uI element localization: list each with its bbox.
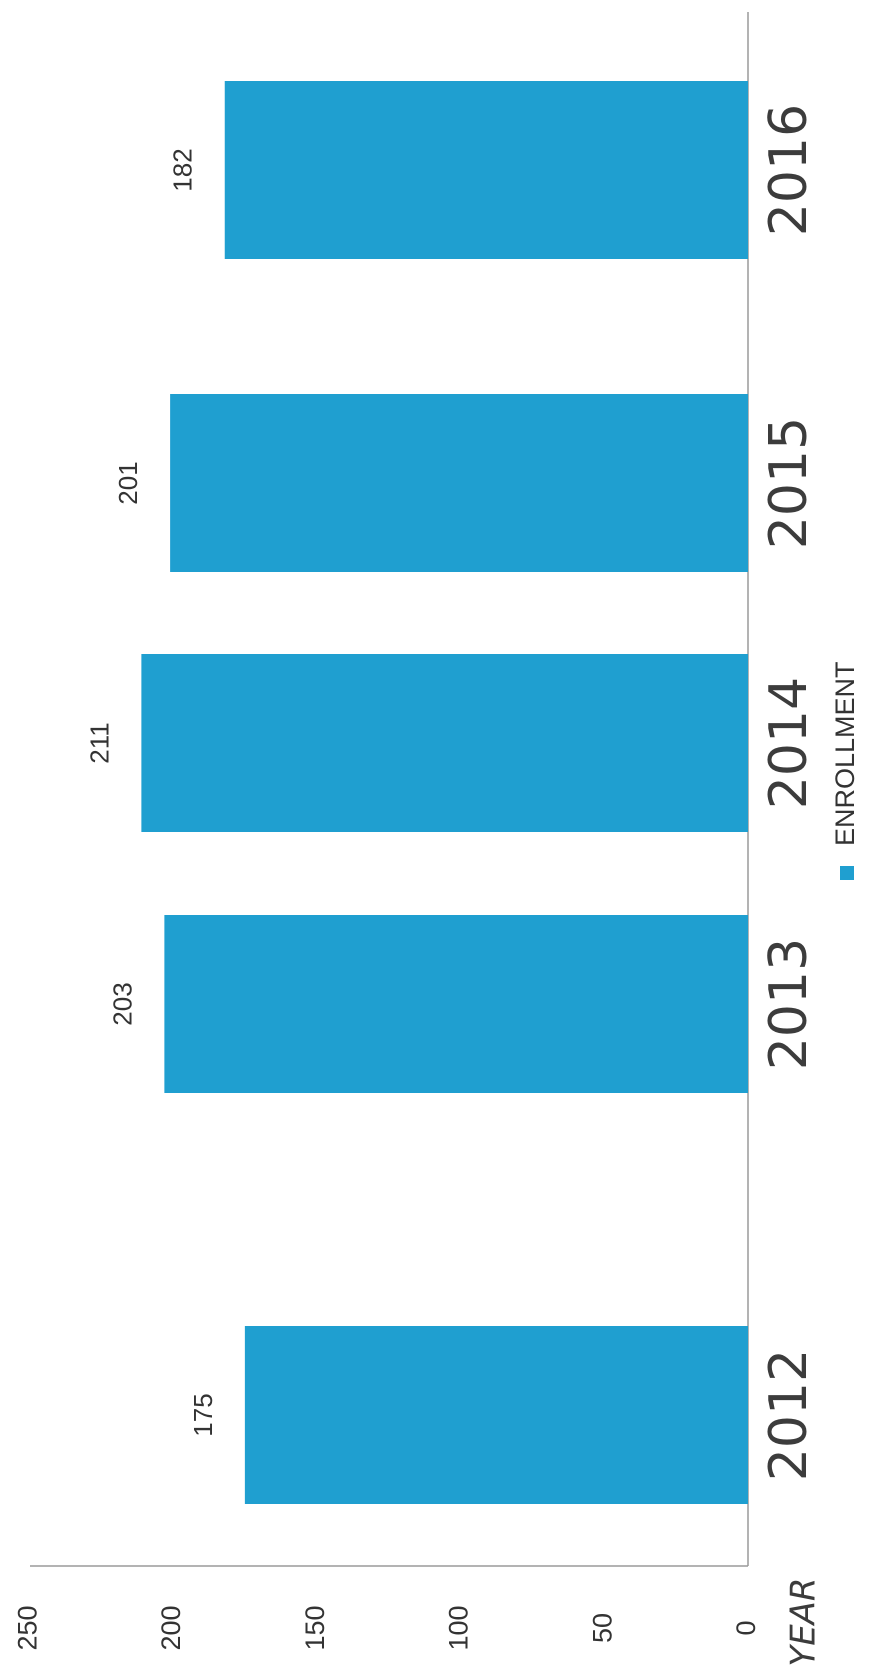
legend-label: ENROLLMENT (830, 661, 860, 846)
y-tick-label: 150 (300, 1605, 330, 1650)
category-label-2014: 2014 (759, 677, 819, 809)
y-tick-label: 200 (156, 1605, 186, 1650)
bar-2014 (141, 654, 748, 832)
bar-series-enrollment (141, 81, 748, 1504)
bar-2012 (244, 1326, 748, 1504)
data-label-2014: 211 (84, 722, 114, 763)
chart-labels: 0 50 100 150 200 250 YEAR 175 2012 203 2013 211 2014… (12, 104, 823, 1667)
data-label-2015: 201 (113, 461, 143, 504)
y-tick-label: 0 (731, 1620, 761, 1635)
legend-swatch (840, 866, 854, 880)
category-label-2015: 2015 (759, 417, 819, 549)
bar-2013 (164, 915, 748, 1093)
data-label-2016: 182 (168, 148, 198, 191)
data-label-2012: 175 (188, 1393, 218, 1436)
category-label-2013: 2013 (759, 938, 819, 1070)
y-tick-label: 250 (12, 1605, 42, 1650)
bar-2015 (170, 394, 748, 572)
y-tick-label: 50 (587, 1613, 617, 1643)
data-label-2013: 203 (107, 982, 137, 1025)
y-tick-label: 100 (444, 1605, 474, 1650)
category-label-2016: 2016 (759, 104, 819, 236)
category-label-2012: 2012 (759, 1349, 819, 1481)
bar-2016 (224, 81, 748, 259)
x-axis-title: YEAR (784, 1577, 824, 1666)
legend: ENROLLMENT (830, 661, 860, 880)
